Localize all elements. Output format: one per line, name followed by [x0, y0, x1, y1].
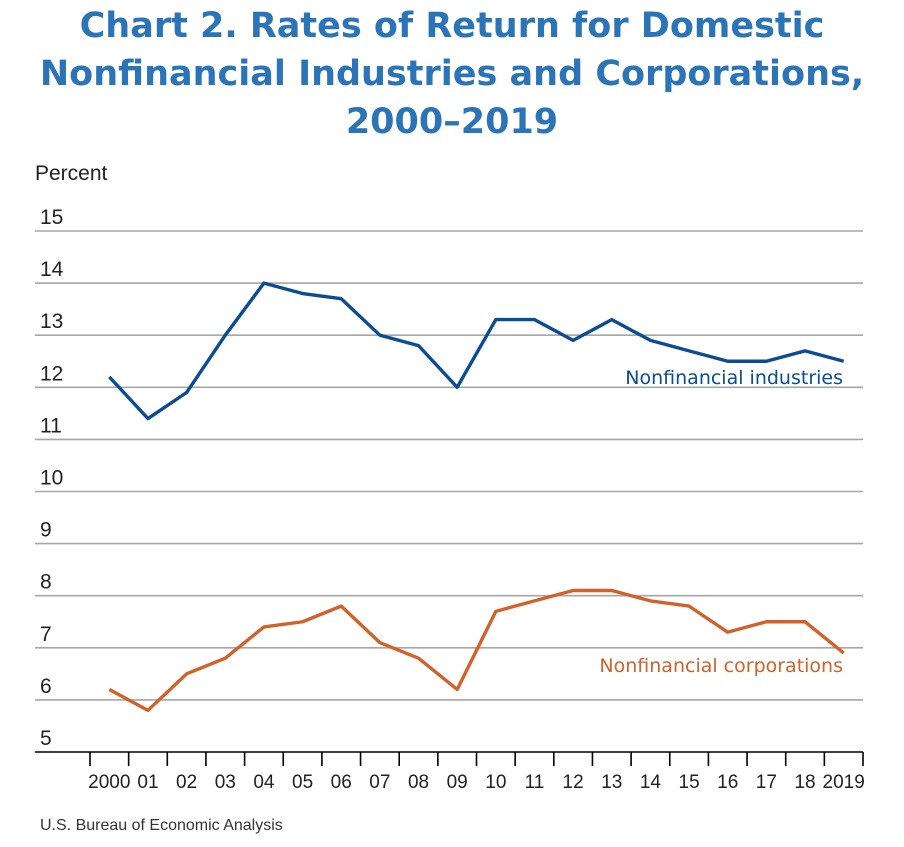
data-point [262, 282, 265, 285]
chart-title: Chart 2. Rates of Return for Domestic No… [0, 2, 904, 146]
series-lines [108, 281, 845, 713]
x-tick-label: 10 [485, 772, 506, 793]
data-point [804, 349, 807, 352]
x-tick-label: 06 [331, 772, 352, 793]
data-point [224, 657, 227, 660]
data-point [146, 709, 149, 712]
data-point [185, 391, 188, 394]
y-tick-label: 15 [40, 206, 63, 229]
data-point [533, 599, 536, 602]
data-point [688, 605, 691, 608]
data-point [301, 620, 304, 623]
chart-title-line-2: Nonfinancial Industries and Corporations… [39, 54, 865, 94]
data-point [378, 641, 381, 644]
x-tick-label: 16 [717, 772, 738, 793]
data-point [340, 297, 343, 300]
source-note: U.S. Bureau of Economic Analysis [40, 817, 283, 834]
y-tick-label: 12 [40, 362, 63, 385]
x-tick-label: 08 [408, 772, 429, 793]
data-point [417, 344, 420, 347]
series-labels: Nonfinancial industries Nonfinancial corp… [599, 367, 843, 677]
data-point [494, 610, 497, 613]
data-point [456, 386, 459, 389]
data-point [340, 605, 343, 608]
data-point [417, 657, 420, 660]
x-tick-label: 04 [253, 772, 275, 793]
y-tick-labels: 15 14 13 12 11 10 9 8 7 6 5 [40, 206, 64, 750]
x-axis: 2000 01 02 03 04 05 06 07 08 09 10 11 12 13 14 15 16 17 18… [35, 751, 865, 793]
x-tick-label: 05 [292, 772, 313, 793]
gridlines [35, 230, 863, 701]
y-tick-label: 13 [40, 310, 63, 333]
data-point [494, 318, 497, 321]
data-point [108, 375, 111, 378]
data-point [765, 620, 768, 623]
x-tick-label: 13 [601, 772, 622, 793]
y-axis-label: Percent [35, 162, 108, 185]
data-point [262, 625, 265, 628]
x-tick-label: 2019 [823, 772, 865, 793]
chart-title-line-3: 2000–2019 [345, 102, 559, 142]
data-point [765, 360, 768, 363]
data-point [688, 349, 691, 352]
data-point [378, 334, 381, 337]
series-line-1 [108, 588, 845, 713]
data-point [533, 318, 536, 321]
data-point [649, 339, 652, 342]
data-point [224, 334, 227, 337]
y-tick-label: 5 [40, 727, 52, 750]
chart-title-line-1: Chart 2. Rates of Return for Domestic [79, 6, 825, 46]
y-tick-label: 14 [40, 258, 64, 281]
x-tick-label: 14 [640, 772, 662, 793]
y-tick-label: 10 [40, 467, 63, 490]
data-point [572, 589, 575, 592]
data-point [610, 318, 613, 321]
data-point [301, 292, 304, 295]
y-tick-label: 9 [40, 519, 52, 542]
y-tick-label: 7 [40, 623, 52, 646]
x-tick-label: 02 [176, 772, 197, 793]
series-line-0 [108, 281, 845, 421]
x-tick-label: 15 [679, 772, 700, 793]
data-point [456, 688, 459, 691]
data-point [804, 620, 807, 623]
x-tick-label: 12 [563, 772, 584, 793]
data-point [610, 589, 613, 592]
y-tick-label: 8 [40, 571, 52, 594]
data-point [185, 672, 188, 675]
data-point [108, 688, 111, 691]
series-label-0: Nonfinancial industries [625, 367, 843, 389]
x-tick-label: 17 [756, 772, 777, 793]
x-tick-label: 03 [215, 772, 236, 793]
y-tick-label: 6 [40, 675, 52, 698]
data-point [842, 360, 845, 363]
x-tick-label: 09 [447, 772, 468, 793]
x-tick-label: 07 [369, 772, 390, 793]
x-tick-label: 2000 [88, 772, 130, 793]
data-point [726, 360, 729, 363]
series-label-1: Nonfinancial corporations [599, 655, 843, 677]
data-point [726, 631, 729, 634]
data-point [649, 599, 652, 602]
data-point [572, 339, 575, 342]
x-tick-label: 01 [137, 772, 158, 793]
y-tick-label: 11 [40, 414, 62, 437]
data-point [146, 417, 149, 420]
x-tick-label: 11 [525, 772, 545, 793]
x-tick-label: 18 [794, 772, 815, 793]
